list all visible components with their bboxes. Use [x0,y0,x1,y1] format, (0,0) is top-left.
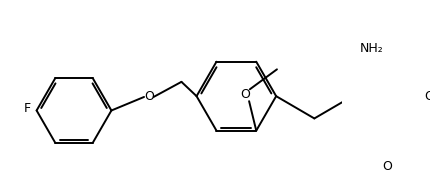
Text: O: O [383,160,393,173]
Text: O: O [240,88,250,101]
Text: NH₂: NH₂ [360,42,384,55]
Polygon shape [352,50,358,96]
Text: F: F [24,102,31,115]
Text: O: O [144,91,154,104]
Text: O: O [424,90,430,103]
